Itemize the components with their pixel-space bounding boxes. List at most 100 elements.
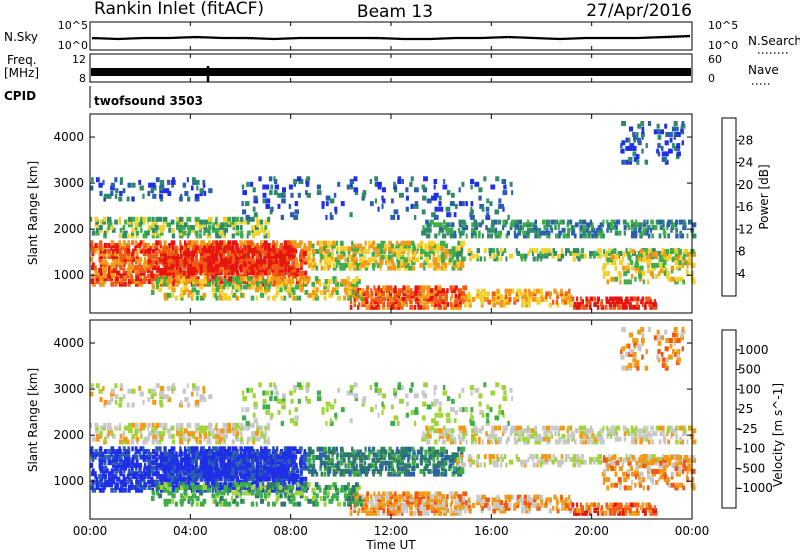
power-cell <box>453 260 457 265</box>
power-cell <box>438 201 441 206</box>
power-cell <box>447 302 450 307</box>
power-cell <box>176 217 178 222</box>
velocity-cell <box>168 457 171 462</box>
power-cell <box>215 217 217 222</box>
power-cell <box>96 177 100 182</box>
power-cell <box>420 241 424 246</box>
power-cell <box>450 285 454 290</box>
velocity-cell <box>199 451 202 456</box>
power-cell <box>462 201 465 206</box>
power-cell <box>187 279 189 284</box>
power-cell <box>243 270 246 275</box>
power-cell <box>267 217 270 222</box>
velocity-cell <box>496 495 499 500</box>
power-cell <box>232 245 234 250</box>
velocity-cell <box>300 477 305 482</box>
velocity-cell <box>648 439 651 444</box>
velocity-cell <box>585 503 588 508</box>
power-cell <box>159 194 163 199</box>
power-cell <box>654 252 658 257</box>
velocity-cell <box>494 426 498 431</box>
power-cell <box>128 262 130 267</box>
power-cell <box>686 268 688 273</box>
power-cell <box>611 249 616 254</box>
velocity-cell <box>415 491 419 496</box>
power-cell <box>212 222 214 227</box>
power-cell <box>597 305 599 310</box>
velocity-cell <box>431 447 435 452</box>
power-cell <box>323 290 327 295</box>
velocity-cell <box>583 431 587 436</box>
power-cell <box>643 279 645 284</box>
velocity-cell <box>468 497 471 502</box>
velocity-cell <box>148 431 151 436</box>
power-cell <box>542 220 546 225</box>
power-cell <box>465 294 468 299</box>
velocity-cell <box>570 426 572 431</box>
power-cell <box>240 245 243 250</box>
velocity-cell <box>147 423 151 428</box>
power-cell <box>288 265 290 270</box>
velocity-cell <box>597 503 600 508</box>
power-cell <box>227 240 231 245</box>
power-cell <box>132 217 135 222</box>
power-cell <box>495 228 497 233</box>
power-cell <box>343 252 346 257</box>
power-cell <box>203 245 207 250</box>
velocity-cell <box>481 495 486 500</box>
power-cell <box>400 260 403 265</box>
power-cell <box>642 271 645 276</box>
power-cell <box>375 198 377 203</box>
velocity-cell <box>316 472 319 477</box>
colorbar-tick-label: 20 <box>738 178 753 192</box>
power-cell <box>348 282 351 287</box>
velocity-cell <box>98 474 102 479</box>
power-cell <box>291 248 295 253</box>
power-cell <box>415 285 419 290</box>
power-cell <box>246 182 249 187</box>
power-cell <box>378 207 380 212</box>
power-cell <box>295 201 299 206</box>
power-cell <box>422 185 426 190</box>
power-cell <box>521 300 524 305</box>
power-cell <box>315 276 319 281</box>
power-cell <box>459 201 463 206</box>
power-cell <box>687 257 691 262</box>
velocity-cell <box>138 463 142 468</box>
power-cell <box>335 279 337 284</box>
colorbar-tick-label: 4 <box>738 267 746 281</box>
power-cell <box>637 138 641 143</box>
velocity-cell <box>675 439 678 444</box>
power-cell <box>434 215 439 220</box>
power-cell <box>164 245 169 250</box>
power-cell <box>485 225 487 230</box>
power-cell <box>171 240 176 245</box>
velocity-cell <box>103 423 106 428</box>
power-cell <box>347 257 349 262</box>
velocity-cell <box>590 426 592 431</box>
power-cell <box>260 293 264 298</box>
power-cell <box>509 254 514 259</box>
power-cell <box>91 177 94 182</box>
velocity-cell <box>485 431 487 436</box>
velocity-cell <box>446 428 451 433</box>
power-cell <box>478 196 481 201</box>
power-cell <box>487 233 491 238</box>
power-cell <box>195 245 199 250</box>
power-cell <box>593 251 596 256</box>
power-cell <box>370 288 372 293</box>
power-cell <box>647 220 649 225</box>
power-cell <box>143 217 147 222</box>
power-cell <box>115 188 118 193</box>
power-cell <box>246 215 250 220</box>
power-cell <box>669 132 673 137</box>
power-cell <box>148 225 151 230</box>
velocity-cell <box>451 500 453 505</box>
velocity-cell <box>446 494 449 499</box>
velocity-cell <box>382 508 385 513</box>
power-cell <box>627 279 632 284</box>
power-cell <box>223 240 226 245</box>
power-cell <box>544 248 548 253</box>
power-cell <box>152 194 156 199</box>
velocity-cell <box>159 446 161 451</box>
